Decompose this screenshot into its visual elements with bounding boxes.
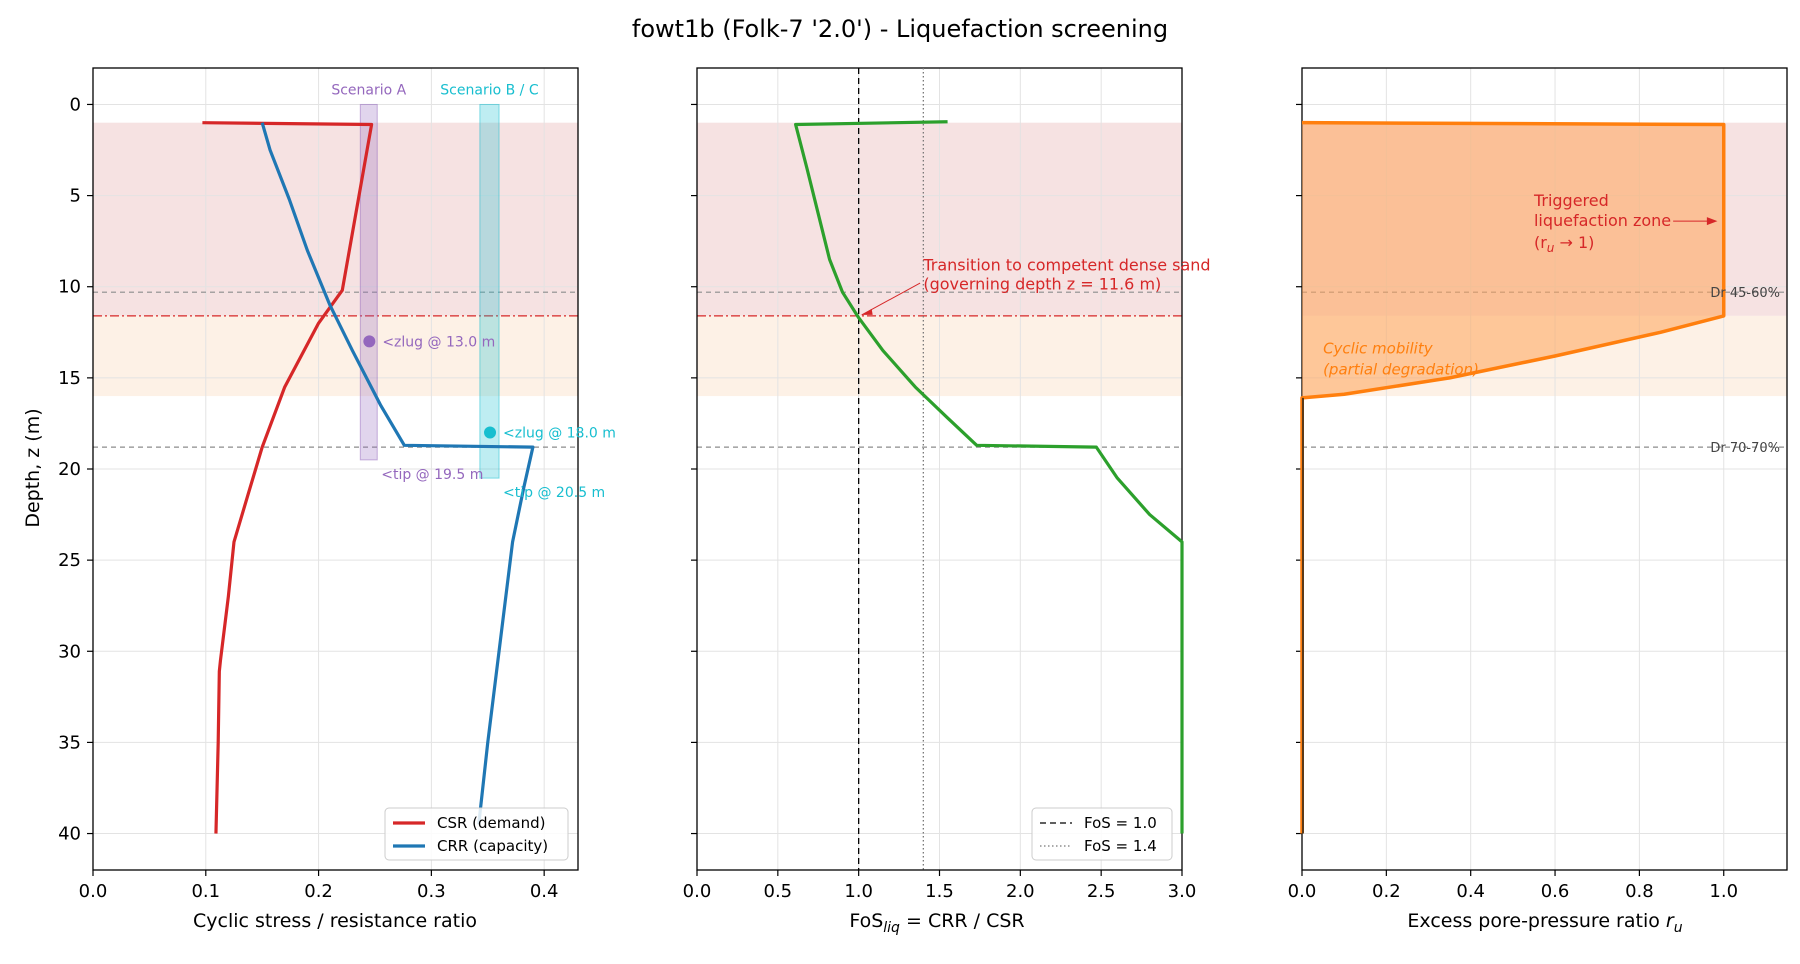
zlug-label: <zlug @ 18.0 m bbox=[503, 426, 616, 442]
y-tick-label: 35 bbox=[58, 732, 81, 753]
figure-title: fowt1b (Folk-7 '2.0') - Liquefaction scr… bbox=[632, 15, 1168, 43]
x-axis-label-main: FoS bbox=[849, 910, 883, 932]
legend-label: FoS = 1.4 bbox=[1084, 837, 1157, 855]
x-tick-label: 0.5 bbox=[764, 881, 793, 902]
liquefied-zone-band bbox=[93, 122, 578, 316]
x-tick-label: 0.1 bbox=[191, 881, 220, 902]
x-tick-label: 1.5 bbox=[925, 881, 954, 902]
x-tick-label: 0.0 bbox=[79, 881, 108, 902]
transition-zone-band bbox=[93, 315, 578, 397]
panel-ru: Excess pore-pressure ratio ru 0.0 0.2 0.4 0… bbox=[1288, 67, 1788, 936]
legend-label: CRR (capacity) bbox=[437, 837, 548, 855]
triggered-label-2: liquefaction zone bbox=[1534, 211, 1671, 230]
tip-label: <tip @ 20.5 m bbox=[503, 485, 605, 501]
triggered-label-3a: (r bbox=[1534, 233, 1547, 252]
legend-box bbox=[384, 807, 569, 861]
annotation-line-1: Transition to competent dense sand bbox=[922, 256, 1210, 275]
x-tick-label: 3.0 bbox=[1168, 881, 1197, 902]
scenario-label: Scenario A bbox=[331, 82, 406, 98]
series-line bbox=[1300, 120, 1726, 834]
y-tick-label: 10 bbox=[58, 277, 81, 298]
panel-fos: FoSliq = CRR / CSR 0.0 0.5 1.0 1.5 2.0 2.5 3.0… bbox=[683, 67, 1211, 936]
x-tick-label: 2.5 bbox=[1087, 881, 1116, 902]
scenario-band bbox=[479, 103, 500, 479]
series-line bbox=[260, 122, 535, 825]
annotation-arrowhead bbox=[861, 308, 873, 315]
y-tick-label: 20 bbox=[58, 459, 81, 480]
x-axis-label: Cyclic stress / resistance ratio bbox=[193, 910, 477, 932]
legend-box bbox=[1031, 807, 1173, 861]
y-tick-label: 30 bbox=[58, 641, 81, 662]
x-tick-label: 0.3 bbox=[417, 881, 446, 902]
x-tick-label: 0.4 bbox=[1456, 881, 1485, 902]
scenario-band bbox=[359, 103, 378, 461]
series-line bbox=[794, 120, 1184, 834]
x-tick-label: 1.0 bbox=[844, 881, 873, 902]
x-axis-label-main: Excess pore-pressure ratio bbox=[1407, 910, 1665, 932]
x-tick-label: 0.2 bbox=[1372, 881, 1401, 902]
x-axis-label-sub: liq bbox=[883, 920, 900, 936]
x-tick-label: 0.8 bbox=[1625, 881, 1654, 902]
zlug-label: <zlug @ 13.0 m bbox=[382, 334, 495, 350]
cyclic-label-2: (partial degradation) bbox=[1323, 361, 1479, 379]
triggered-label-sub: u bbox=[1547, 241, 1555, 255]
legend-label: CSR (demand) bbox=[437, 814, 545, 832]
y-tick-label: 40 bbox=[58, 824, 81, 845]
ru-area bbox=[1302, 122, 1724, 398]
cyclic-label-1: Cyclic mobility bbox=[1323, 340, 1434, 358]
y-tick-label: 15 bbox=[58, 368, 81, 389]
triggered-arrowhead bbox=[1706, 217, 1718, 226]
series-line bbox=[202, 121, 374, 834]
panel-csr-crr: Cyclic stress / resistance ratio Depth, … bbox=[22, 67, 616, 932]
layer-label: Dr 45-60% bbox=[1710, 286, 1780, 301]
x-tick-label: 0.0 bbox=[683, 881, 712, 902]
x-tick-label: 0.4 bbox=[530, 881, 559, 902]
legend-label: FoS = 1.0 bbox=[1084, 814, 1157, 832]
annotation-line-2: (governing depth z = 11.6 m) bbox=[923, 275, 1161, 294]
layer-label: Dr 70-70% bbox=[1710, 441, 1780, 456]
tip-label: <tip @ 19.5 m bbox=[381, 467, 483, 483]
x-tick-label: 0.2 bbox=[304, 881, 333, 902]
y-tick-label: 25 bbox=[58, 550, 81, 571]
triggered-label-3b: → 1) bbox=[1554, 233, 1594, 252]
x-axis-label-sub: u bbox=[1674, 920, 1683, 936]
scenario-label: Scenario B / C bbox=[440, 82, 539, 98]
x-axis-label-symbol: r bbox=[1666, 910, 1675, 932]
triggered-label-3: (ru → 1) bbox=[1534, 233, 1594, 255]
x-tick-label: 2.0 bbox=[1006, 881, 1035, 902]
x-axis-label: Excess pore-pressure ratio ru bbox=[1407, 910, 1682, 936]
x-axis-label: FoSliq = CRR / CSR bbox=[849, 910, 1024, 936]
x-tick-label: 0.6 bbox=[1541, 881, 1570, 902]
x-tick-label: 0.0 bbox=[1288, 881, 1317, 902]
y-tick-label: 0 bbox=[70, 94, 81, 115]
zlug-marker bbox=[363, 335, 376, 348]
triggered-label-1: Triggered bbox=[1533, 191, 1609, 210]
y-axis-label: Depth, z (m) bbox=[22, 408, 44, 527]
x-tick-label: 1.0 bbox=[1709, 881, 1738, 902]
y-tick-label: 5 bbox=[70, 186, 81, 207]
x-axis-label-rest: = CRR / CSR bbox=[900, 910, 1025, 932]
zlug-marker bbox=[484, 426, 497, 439]
